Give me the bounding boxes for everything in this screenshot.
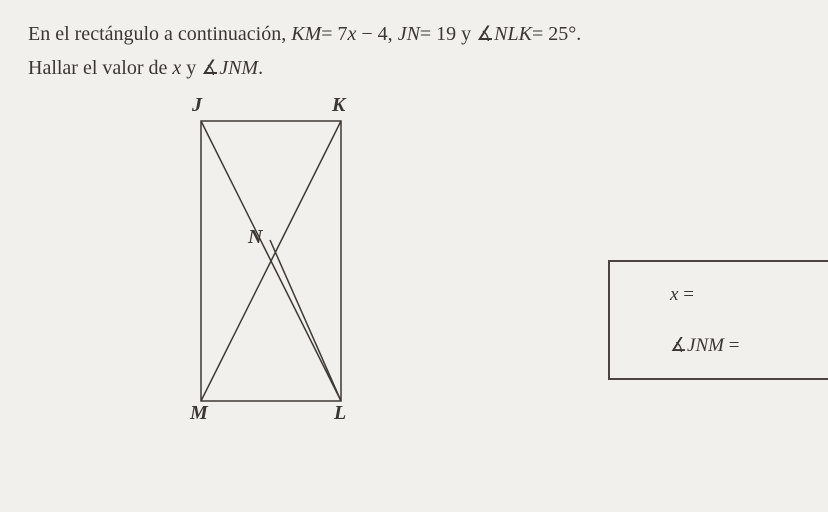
var-km: KM (291, 23, 321, 45)
answer-jnm-equals: = (724, 335, 739, 356)
problem-line-1: En el rectángulo a continuación, KM= 7x … (28, 18, 800, 50)
angle-icon: ∡ (670, 334, 687, 357)
angle-icon: ∡ (476, 18, 494, 50)
text-intro: En el rectángulo a continuación, (28, 23, 291, 45)
vertex-k-label: K (332, 94, 345, 117)
var-nlk: NLK (494, 23, 532, 45)
vertex-m-label: M (190, 402, 208, 425)
rectangle-svg (200, 120, 345, 405)
vertex-j-label: J (192, 94, 202, 117)
line-nl (270, 240, 341, 401)
angle-icon: ∡ (201, 52, 219, 84)
answer-box: x = ∡JNM = (608, 260, 828, 380)
answer-x-row: x = (670, 284, 818, 306)
var-jnm: JNM (219, 57, 258, 79)
answer-jnm-label: JNM (687, 335, 724, 356)
vertex-n-label: N (248, 226, 262, 249)
text-hallar: Hallar el valor de (28, 57, 172, 79)
vertex-l-label: L (334, 402, 346, 425)
problem-statement: En el rectángulo a continuación, KM= 7x … (28, 18, 800, 84)
text-y: y (181, 57, 201, 79)
problem-line-2: Hallar el valor de x y ∡JNM. (28, 52, 800, 84)
rectangle-diagram: J K M L N (200, 120, 345, 405)
eq-25: = 25°. (532, 23, 581, 45)
answer-x-equals: = (678, 284, 693, 305)
eq-7: = 7 (321, 23, 347, 45)
text-period: . (258, 57, 263, 79)
var-x2: x (172, 57, 181, 79)
var-jn: JN (398, 23, 420, 45)
eq-19: = 19 y (420, 23, 476, 45)
answer-jnm-row: ∡JNM = (670, 334, 818, 357)
minus-4: − 4, (356, 23, 397, 45)
